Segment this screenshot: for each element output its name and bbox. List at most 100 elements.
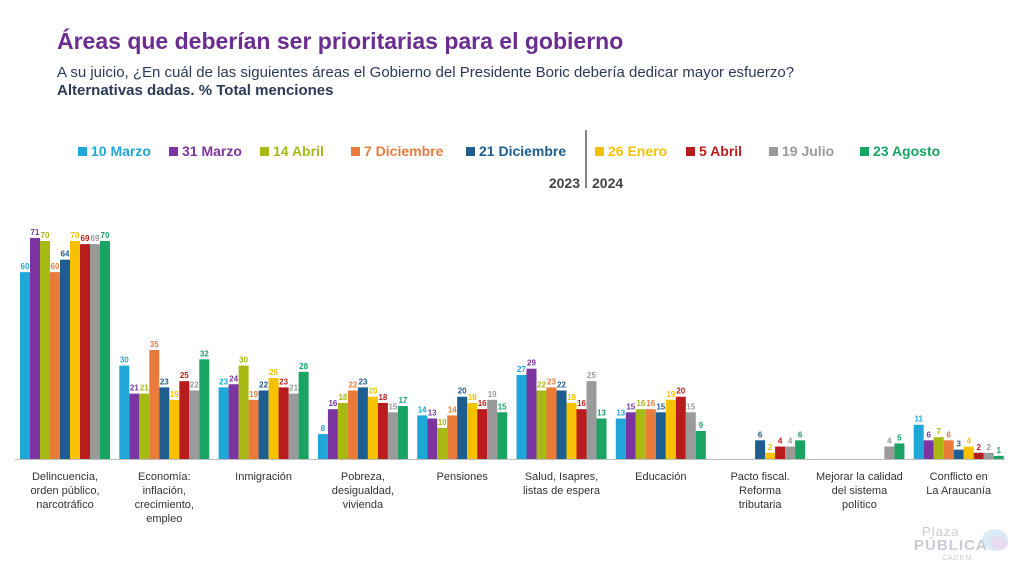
bar-value-label: 15 [686,402,695,411]
bar [497,412,508,459]
logo-bubble-icon-secondary [990,536,1008,550]
bar [70,241,80,459]
bar [536,390,547,459]
bar [367,396,378,459]
bar-value-label: 69 [91,234,100,243]
category-label: La Araucanía [926,485,992,497]
bar [317,434,328,459]
bar [288,393,299,459]
bar-value-label: 13 [597,409,606,418]
brand-line-3: CADEM [942,555,973,562]
bar [645,409,656,459]
bar-value-label: 18 [468,393,477,402]
bar-value-label: 1 [996,446,1001,455]
bar [785,446,796,459]
bar [526,368,537,459]
category-label: orden público, [30,485,99,497]
category-label: político [842,499,877,511]
bar [218,387,229,459]
brand-line-1: Plaza [922,524,960,539]
category-label: listas de espera [523,485,601,497]
bar-value-label: 10 [438,418,447,427]
bar [248,399,259,459]
bar-value-label: 6 [758,430,763,439]
bar [159,387,170,459]
bar-value-label: 22 [190,380,199,389]
category-label: Educación [635,471,686,483]
bar-value-label: 20 [458,387,467,396]
bar-value-label: 6 [926,430,931,439]
bar-value-label: 16 [646,399,655,408]
bar-value-label: 70 [101,231,110,240]
bar [228,384,239,459]
bar [100,241,110,459]
bar [943,440,954,459]
bar-value-label: 30 [239,356,248,365]
bar [80,244,90,459]
bar-value-label: 16 [577,399,586,408]
category-label: Delincuencia, [32,471,98,483]
bar-value-label: 9 [699,421,704,430]
category-label: tributaria [739,499,783,511]
bar [576,409,587,459]
bar-value-label: 2 [768,443,773,452]
bar [615,418,626,459]
bar [795,440,806,459]
bar [387,412,398,459]
bar [347,390,358,459]
bar [635,409,646,459]
legend-swatch [769,147,778,156]
category-label: crecimiento, [135,499,194,511]
bar-value-label: 21 [289,384,298,393]
chart-subtitle: A su juicio, ¿En cuál de las siguientes … [57,64,795,81]
bar-value-label: 14 [448,405,457,414]
bar-value-label: 4 [887,437,892,446]
bar [268,378,279,459]
brand-logo: Plaza PÚBLICA CADEM [914,524,1014,566]
bar-value-label: 27 [517,365,526,374]
bar-value-label: 15 [388,402,397,411]
bar [30,237,40,459]
category-label: Conflicto en [930,471,988,483]
bar-value-label: 2 [986,443,991,452]
bar-value-label: 13 [616,409,625,418]
bar-value-label: 14 [418,405,427,414]
bar-value-label: 35 [150,340,159,349]
category-label: inflación, [143,485,186,497]
chart-title: Áreas que deberían ser prioritarias para… [57,28,624,54]
bar [278,387,289,459]
bar [675,396,686,459]
bar [327,409,338,459]
bar [765,452,776,459]
bar [90,244,100,459]
bar [665,399,676,459]
bar-value-label: 22 [348,380,357,389]
bar-value-label: 7 [936,427,941,436]
bar-value-label: 2 [976,443,981,452]
bar-value-label: 20 [368,387,377,396]
bar-value-label: 17 [398,396,407,405]
bar-value-label: 3 [956,440,961,449]
category-label: Pacto fiscal. [730,471,789,483]
bar [40,241,50,459]
bar [179,381,190,459]
category-label: narcotráfico [36,499,93,511]
bar-value-label: 60 [51,262,60,271]
bar-value-label: 70 [41,231,50,240]
bar-value-label: 26 [269,368,278,377]
legend-year-2024: 2024 [592,175,623,191]
bar-value-label: 32 [200,349,209,358]
bar [427,418,438,459]
bar [516,374,527,459]
bar [258,390,269,459]
category-label: Reforma [739,485,782,497]
category-label: desigualdad, [332,485,394,497]
legend-label: 14 Abril [273,143,324,159]
bar [933,437,944,459]
bar [457,396,468,459]
bar [596,418,607,459]
bar-value-label: 22 [537,380,546,389]
brand-line-2: PÚBLICA [914,537,988,554]
bar [417,415,428,459]
category-label: empleo [146,513,182,525]
